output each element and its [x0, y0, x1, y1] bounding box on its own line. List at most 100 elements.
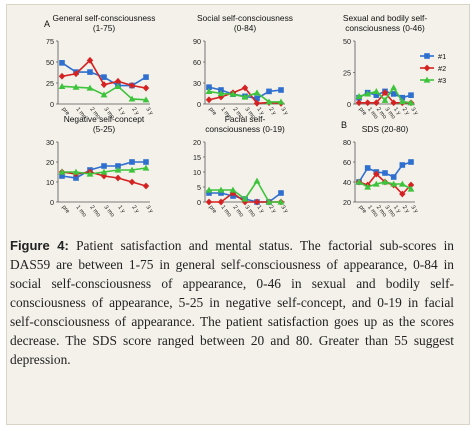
y-tick-label: 90	[193, 37, 201, 46]
y-tick-label: 20	[343, 198, 351, 207]
y-tick-label: 75	[46, 37, 54, 46]
x-tick-label: 1 mo	[219, 205, 232, 219]
data-point-2	[373, 170, 380, 178]
x-tick-label: pre	[207, 107, 217, 117]
data-point-3	[128, 95, 136, 102]
data-point-2	[142, 182, 150, 190]
data-point-3	[277, 198, 285, 205]
chart-title: (1-75)	[93, 23, 116, 33]
data-point-2	[381, 89, 389, 97]
y-tick-label: 0	[197, 198, 201, 207]
y-tick-label: 0	[50, 198, 54, 207]
x-tick-label: 1 y	[392, 107, 402, 117]
data-point-3	[390, 84, 398, 91]
data-point-1	[373, 92, 380, 98]
data-point-3	[398, 98, 406, 105]
data-point-3	[205, 186, 213, 193]
y-tick-label: 0	[347, 100, 351, 109]
y-tick-label: 60	[343, 158, 351, 167]
x-tick-label: 2 y	[130, 205, 140, 215]
data-point-3	[241, 93, 249, 100]
x-tick-label: 3 y	[409, 205, 419, 215]
data-point-2	[241, 84, 249, 92]
data-point-3	[253, 89, 261, 96]
y-tick-label: 30	[193, 79, 201, 88]
chart-title: consciousness (0-46)	[345, 23, 425, 33]
data-point-3	[114, 166, 122, 173]
chart-panel-2: Social self-consciousness(0-84) 0 30 60 90 pr…	[193, 13, 293, 120]
data-point-2	[72, 70, 80, 78]
legend-marker	[423, 76, 431, 83]
legend-marker	[424, 53, 430, 59]
data-point-1	[115, 163, 121, 169]
y-tick-label: 25	[46, 79, 54, 88]
y-tick-label: 10	[46, 178, 54, 187]
data-point-1	[73, 175, 79, 181]
data-point-3	[355, 178, 363, 185]
data-point-3	[277, 98, 285, 105]
chart-title: Facial self-	[225, 114, 266, 124]
data-point-3	[407, 185, 415, 192]
data-point-3	[86, 170, 94, 177]
data-point-2	[128, 178, 136, 186]
chart-title: Sexual and bodily self-	[343, 13, 427, 23]
y-tick-label: 15	[193, 153, 201, 162]
x-tick-label: 1 y	[392, 205, 402, 215]
data-point-1	[408, 92, 414, 98]
legend-marker	[423, 64, 431, 72]
data-point-3	[355, 93, 363, 100]
data-point-2	[128, 82, 136, 89]
data-point-2	[86, 56, 94, 64]
y-tick-label: 20	[193, 138, 201, 147]
chart-title: (0-84)	[234, 23, 257, 33]
panel-letter: B	[341, 120, 347, 130]
data-point-3	[229, 186, 237, 193]
x-tick-label: 1 y	[116, 205, 126, 215]
y-tick-label: 5	[197, 183, 201, 192]
data-point-3	[265, 198, 273, 205]
data-point-1	[218, 190, 224, 196]
data-point-2	[355, 99, 363, 107]
data-point-2	[253, 99, 261, 107]
data-point-1	[254, 95, 260, 102]
data-point-3	[114, 82, 122, 89]
x-tick-label: 2 y	[401, 205, 411, 215]
y-tick-label: 0	[197, 100, 201, 109]
x-tick-label: 3 y	[279, 107, 289, 117]
panel-letter: A	[44, 19, 50, 29]
data-point-1	[278, 87, 284, 93]
figure-panel	[6, 4, 470, 425]
data-point-1	[87, 69, 93, 75]
y-tick-label: 30	[46, 138, 54, 147]
data-point-1	[101, 163, 107, 169]
data-point-2	[217, 93, 225, 101]
data-point-3	[372, 88, 380, 94]
data-point-3	[128, 166, 136, 173]
data-point-3	[142, 164, 150, 171]
data-point-1	[399, 94, 406, 101]
y-tick-label: 50	[46, 58, 54, 67]
x-tick-label: 2 y	[130, 107, 140, 117]
data-point-3	[217, 186, 225, 193]
data-point-3	[372, 180, 380, 187]
data-point-3	[364, 183, 372, 190]
chart-title: Social self-consciousness	[197, 13, 293, 23]
chart-panel-5: Facial self-consciousness (0-19) 0 5 10 15 20…	[193, 114, 289, 218]
x-tick-label: 3 mo	[243, 205, 256, 219]
x-tick-label: pre	[207, 205, 217, 215]
y-tick-label: 50	[343, 37, 351, 46]
data-point-1	[278, 190, 284, 196]
figure-caption: Figure 4: Patient satisfaction and menta…	[10, 236, 454, 369]
y-tick-label: 20	[46, 158, 54, 167]
data-point-3	[205, 88, 213, 94]
data-point-3	[229, 90, 237, 97]
data-point-2	[253, 198, 261, 206]
data-point-1	[129, 159, 135, 165]
chart-title: General self-consciousness	[53, 13, 156, 23]
legend-label: #3	[438, 76, 446, 85]
x-tick-label: 2 mo	[231, 205, 244, 219]
x-tick-label: 3 y	[279, 205, 289, 215]
data-point-3	[58, 82, 66, 89]
